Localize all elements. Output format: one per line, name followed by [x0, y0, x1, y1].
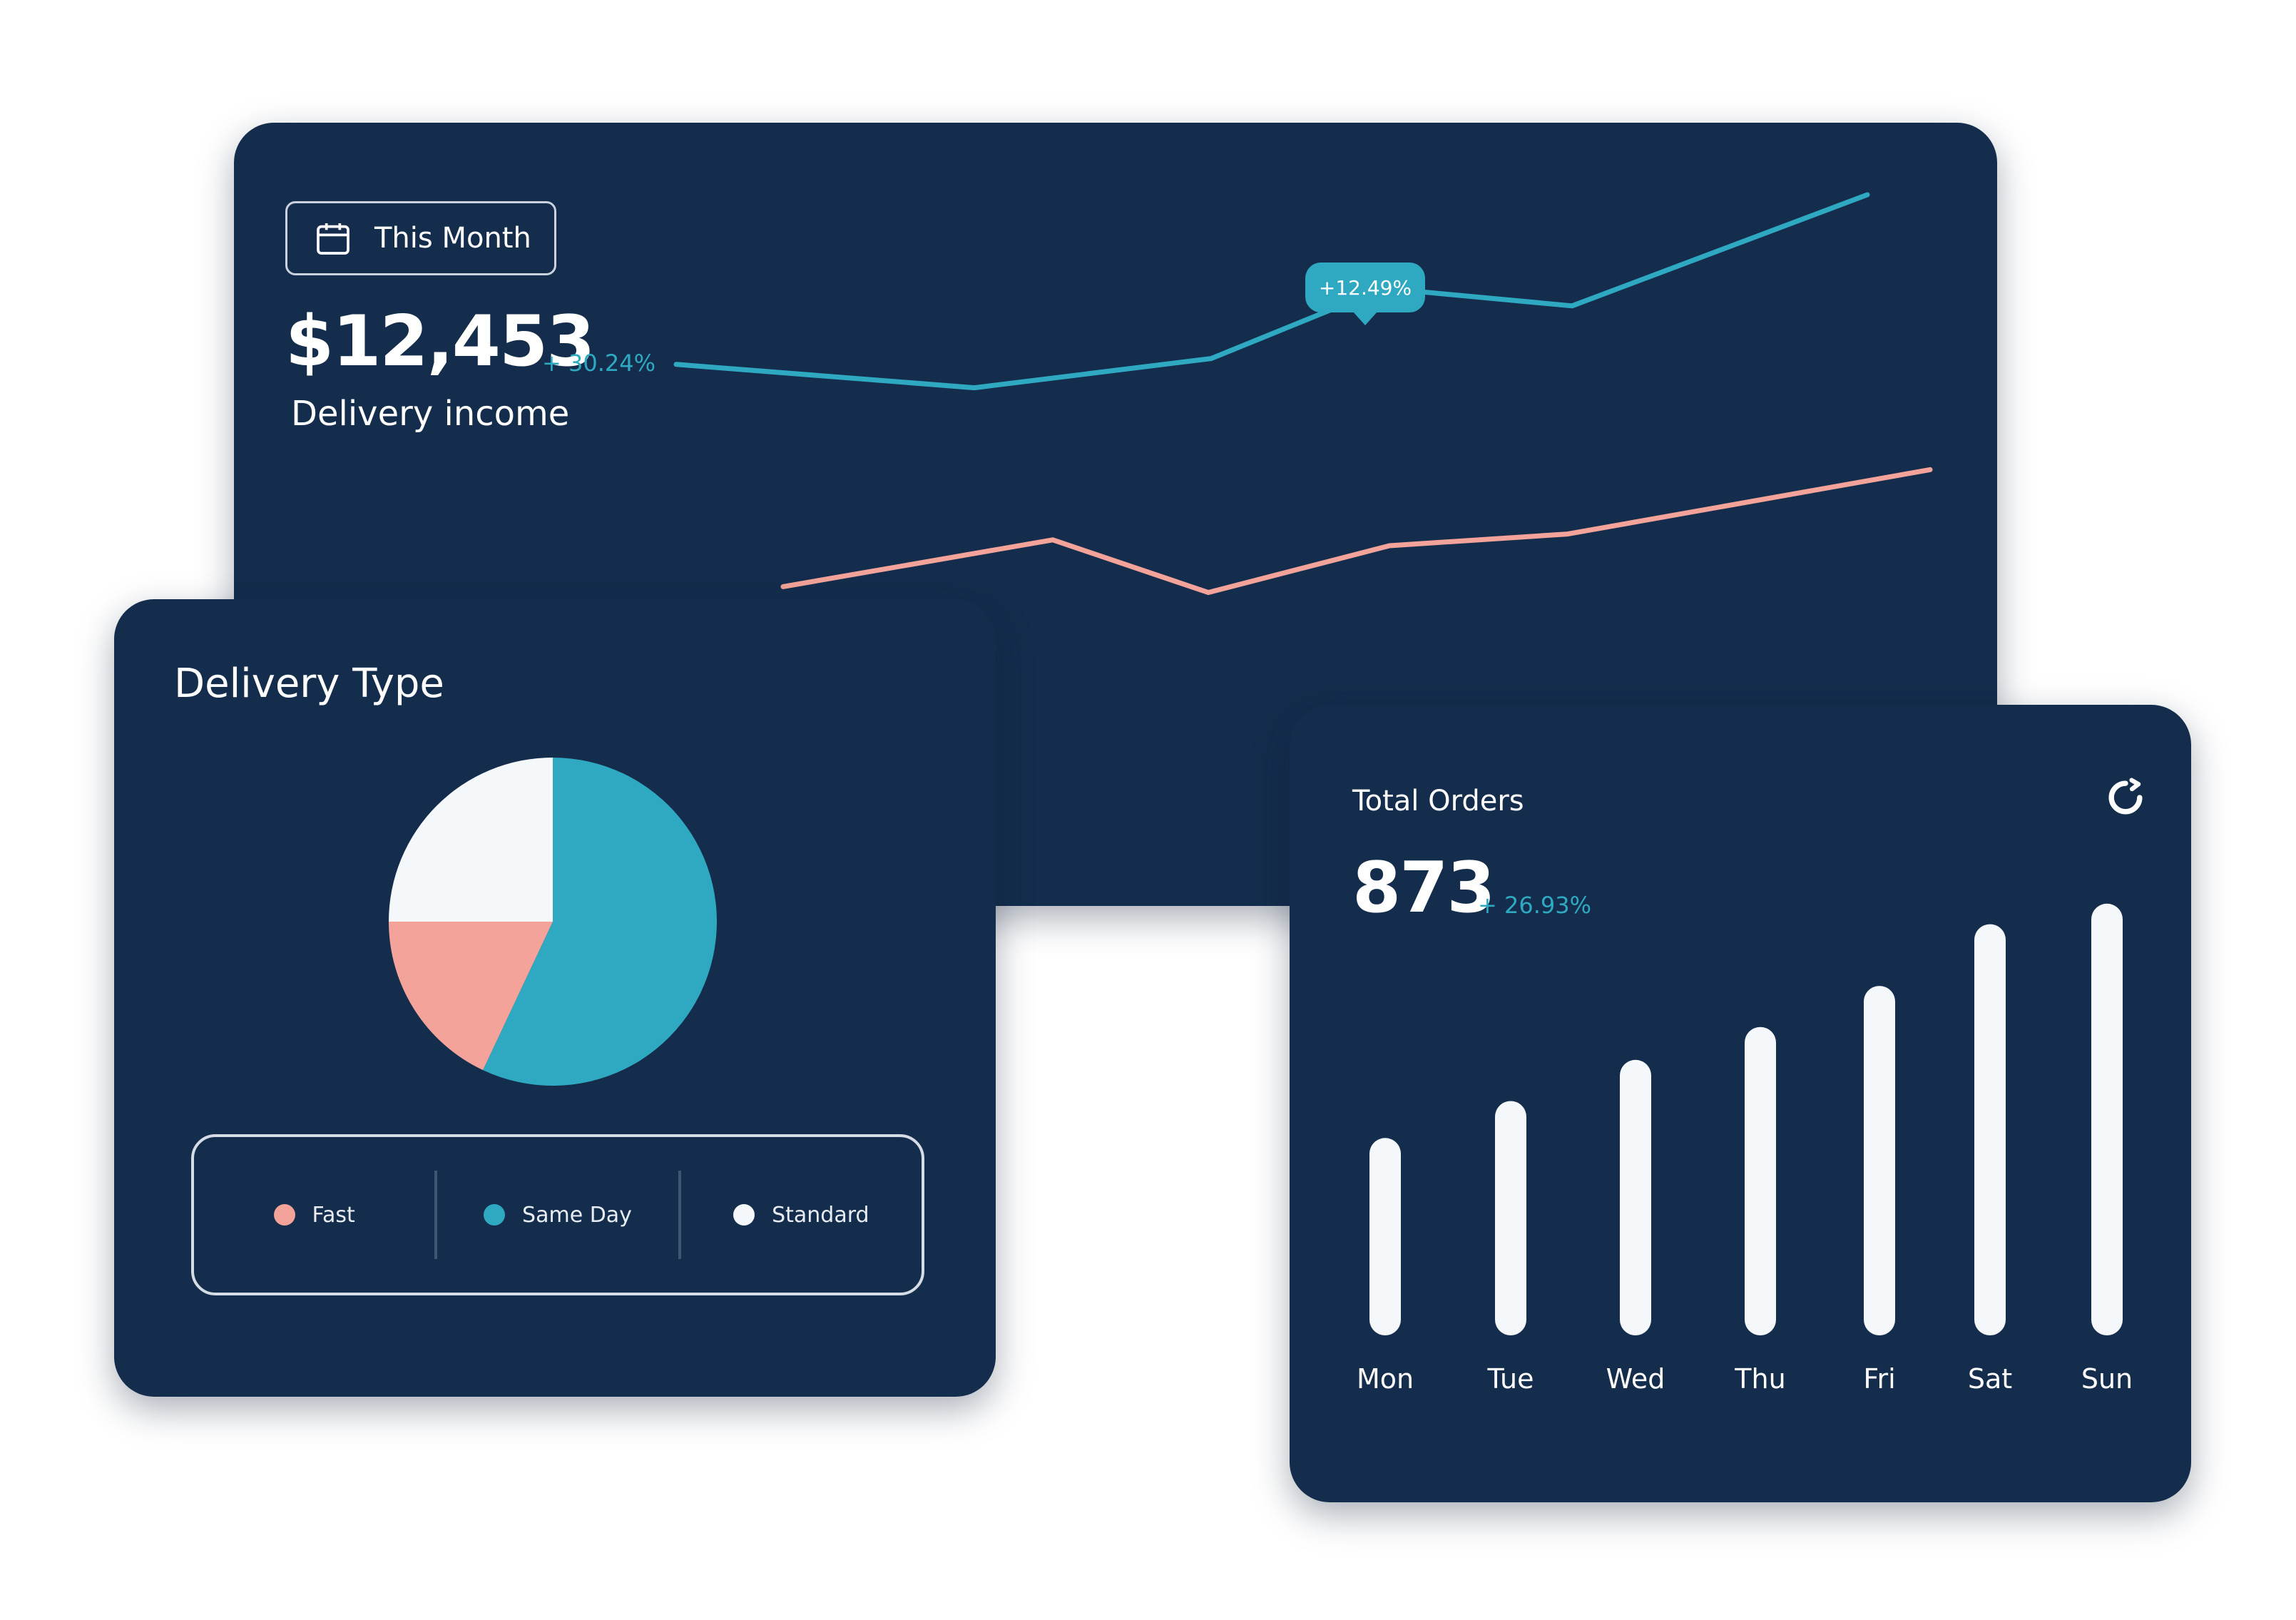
bar-sun — [2091, 903, 2123, 1335]
pie-slice-same-day — [483, 758, 717, 1086]
refresh-icon[interactable] — [2101, 773, 2150, 822]
coral-income-line — [780, 467, 1933, 596]
legend-label-standard: Standard — [772, 1202, 869, 1228]
delivery-type-card: Delivery Type Fast Same Day Standard — [114, 599, 996, 1397]
total-orders-change: + 26.93% — [1478, 892, 1591, 919]
legend-dot-standard — [733, 1204, 755, 1226]
delivery-income-change: + 30.24% — [542, 350, 655, 377]
legend-dot-same-day — [484, 1204, 506, 1226]
bar-label-fri: Fri — [1863, 1363, 1895, 1395]
total-orders-title: Total Orders — [1352, 785, 1524, 817]
bar-wed — [1620, 1059, 1651, 1335]
calendar-icon — [317, 223, 349, 255]
bar-tue — [1495, 1101, 1526, 1335]
legend-dot-fast — [273, 1204, 295, 1226]
bar-label-thu: Thu — [1734, 1363, 1785, 1395]
total-orders-value: 873 — [1352, 847, 1496, 929]
bar-sat — [1974, 924, 2006, 1335]
teal-income-line — [673, 192, 1870, 391]
legend-item-fast: Fast — [194, 1137, 434, 1293]
delivery-type-legend: Fast Same Day Standard — [191, 1134, 924, 1295]
legend-label-fast: Fast — [312, 1202, 355, 1228]
legend-item-same-day: Same Day — [437, 1137, 678, 1293]
orders-bar-chart: Mon Tue Wed Thu Fri Sat Sun — [1357, 903, 2133, 1395]
bar-fri — [1864, 986, 1895, 1335]
this-month-label: This Month — [374, 222, 531, 255]
legend-divider — [434, 1171, 438, 1259]
bar-thu — [1745, 1026, 1776, 1335]
delivery-income-label: Delivery income — [291, 394, 570, 434]
delivery-type-title: Delivery Type — [174, 661, 444, 707]
legend-divider — [678, 1171, 681, 1259]
bar-mon — [1369, 1138, 1401, 1335]
line-point-tooltip: +12.49% — [1305, 263, 1425, 325]
total-orders-card: Mon Tue Wed Thu Fri Sat Sun Total Orders 873 +… — [1290, 705, 2191, 1502]
bar-label-sun: Sun — [2081, 1363, 2133, 1395]
pie-slice-fast — [389, 922, 553, 1071]
this-month-button[interactable]: This Month — [285, 201, 556, 275]
legend-label-same-day: Same Day — [522, 1202, 632, 1228]
bar-label-mon: Mon — [1357, 1363, 1414, 1395]
delivery-income-value: $12,453 — [285, 301, 595, 382]
bar-label-tue: Tue — [1487, 1363, 1534, 1395]
bar-label-wed: Wed — [1606, 1363, 1665, 1395]
bar-label-sat: Sat — [1968, 1363, 2012, 1395]
legend-item-standard: Standard — [681, 1137, 922, 1293]
delivery-type-pie-chart — [389, 758, 717, 1086]
pie-slice-standard — [389, 758, 553, 922]
